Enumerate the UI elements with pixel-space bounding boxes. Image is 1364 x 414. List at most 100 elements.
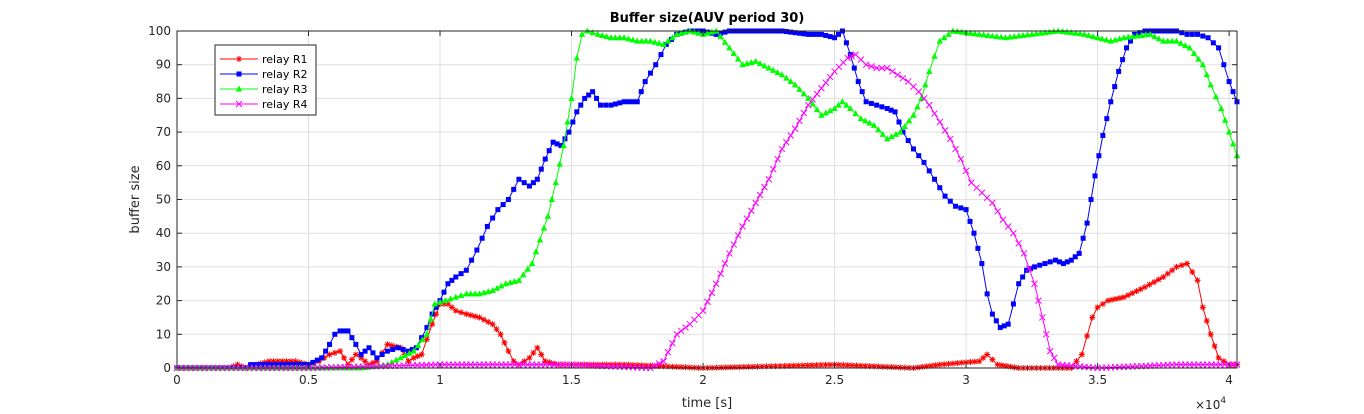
data-point bbox=[971, 358, 978, 365]
data-point bbox=[863, 99, 869, 105]
data-point bbox=[352, 351, 359, 358]
data-point bbox=[1096, 153, 1102, 159]
data-point bbox=[638, 89, 644, 95]
data-point bbox=[801, 31, 807, 37]
data-point bbox=[1025, 265, 1033, 272]
data-point bbox=[810, 31, 816, 37]
data-point bbox=[1019, 31, 1027, 38]
data-point bbox=[804, 101, 812, 109]
data-point bbox=[892, 364, 899, 371]
data-point bbox=[980, 31, 987, 38]
data-point bbox=[1047, 259, 1053, 265]
data-point bbox=[922, 81, 929, 88]
data-point bbox=[669, 34, 676, 41]
data-point bbox=[642, 37, 650, 44]
data-point bbox=[813, 362, 820, 369]
data-point bbox=[621, 99, 627, 105]
data-point bbox=[449, 277, 455, 283]
data-point bbox=[1168, 37, 1176, 44]
data-point bbox=[759, 363, 766, 370]
data-point bbox=[1064, 259, 1070, 265]
data-point bbox=[761, 62, 768, 69]
data-point bbox=[419, 335, 425, 341]
data-point bbox=[875, 363, 882, 370]
data-point bbox=[653, 62, 659, 68]
data-point bbox=[1129, 33, 1136, 40]
data-point bbox=[1133, 32, 1141, 39]
data-point bbox=[1011, 33, 1018, 40]
data-point bbox=[993, 33, 1000, 40]
data-point bbox=[809, 100, 816, 107]
data-point bbox=[914, 103, 921, 110]
data-point bbox=[287, 358, 294, 365]
data-point bbox=[1046, 347, 1054, 355]
data-point bbox=[957, 155, 965, 163]
data-point bbox=[498, 282, 505, 289]
data-point bbox=[768, 363, 775, 370]
data-point bbox=[851, 65, 857, 71]
data-point bbox=[1001, 323, 1007, 329]
data-point bbox=[814, 31, 820, 37]
data-point bbox=[786, 362, 793, 369]
data-point bbox=[1031, 280, 1038, 288]
data-point bbox=[1015, 32, 1022, 39]
data-point bbox=[736, 364, 743, 371]
data-point bbox=[859, 89, 865, 95]
data-point bbox=[1160, 274, 1167, 281]
data-point bbox=[900, 129, 906, 135]
data-point bbox=[1084, 220, 1090, 226]
data-point bbox=[532, 248, 540, 255]
data-point bbox=[526, 183, 532, 189]
data-point bbox=[673, 363, 680, 370]
data-point bbox=[274, 358, 281, 365]
data-point bbox=[310, 359, 316, 365]
data-point bbox=[699, 307, 707, 315]
data-point bbox=[270, 362, 276, 368]
data-point bbox=[493, 326, 500, 333]
data-point bbox=[879, 363, 886, 370]
legend: relay R1 relay R2 relay R3 relay R4 bbox=[214, 44, 317, 116]
data-point bbox=[1120, 34, 1128, 41]
data-point bbox=[795, 362, 802, 369]
data-point bbox=[947, 198, 953, 204]
data-point bbox=[813, 106, 821, 113]
data-point bbox=[1010, 229, 1017, 237]
data-point bbox=[526, 354, 533, 361]
data-point bbox=[664, 348, 672, 356]
data-point bbox=[805, 31, 811, 37]
data-point bbox=[971, 30, 979, 37]
data-point bbox=[530, 180, 536, 186]
data-point bbox=[994, 207, 1002, 215]
data-point bbox=[722, 29, 728, 35]
data-point bbox=[827, 34, 833, 40]
data-point bbox=[949, 360, 956, 367]
data-point bbox=[791, 81, 799, 88]
data-point bbox=[868, 63, 875, 70]
data-point bbox=[910, 146, 916, 152]
data-point bbox=[835, 361, 842, 368]
data-point bbox=[626, 99, 632, 105]
data-point bbox=[713, 31, 719, 37]
data-point bbox=[469, 257, 475, 263]
data-point bbox=[937, 185, 943, 191]
data-point bbox=[888, 107, 894, 113]
data-point bbox=[1120, 294, 1127, 301]
y-tick-label: 10 bbox=[156, 327, 171, 341]
data-point bbox=[1178, 262, 1185, 269]
data-point bbox=[1104, 116, 1110, 122]
data-point bbox=[892, 109, 898, 115]
data-point bbox=[958, 205, 964, 211]
x-axis-label: time [s] bbox=[682, 396, 732, 411]
data-point bbox=[967, 218, 973, 224]
data-point bbox=[1195, 31, 1201, 37]
data-point bbox=[436, 298, 444, 305]
data-point bbox=[374, 355, 380, 361]
data-point bbox=[967, 29, 974, 36]
data-point bbox=[765, 64, 773, 71]
data-point bbox=[418, 351, 425, 358]
grid bbox=[176, 30, 1237, 369]
data-point bbox=[791, 125, 799, 133]
series-relay-r1 bbox=[174, 260, 1240, 371]
data-point bbox=[868, 100, 874, 106]
data-point bbox=[808, 362, 815, 369]
